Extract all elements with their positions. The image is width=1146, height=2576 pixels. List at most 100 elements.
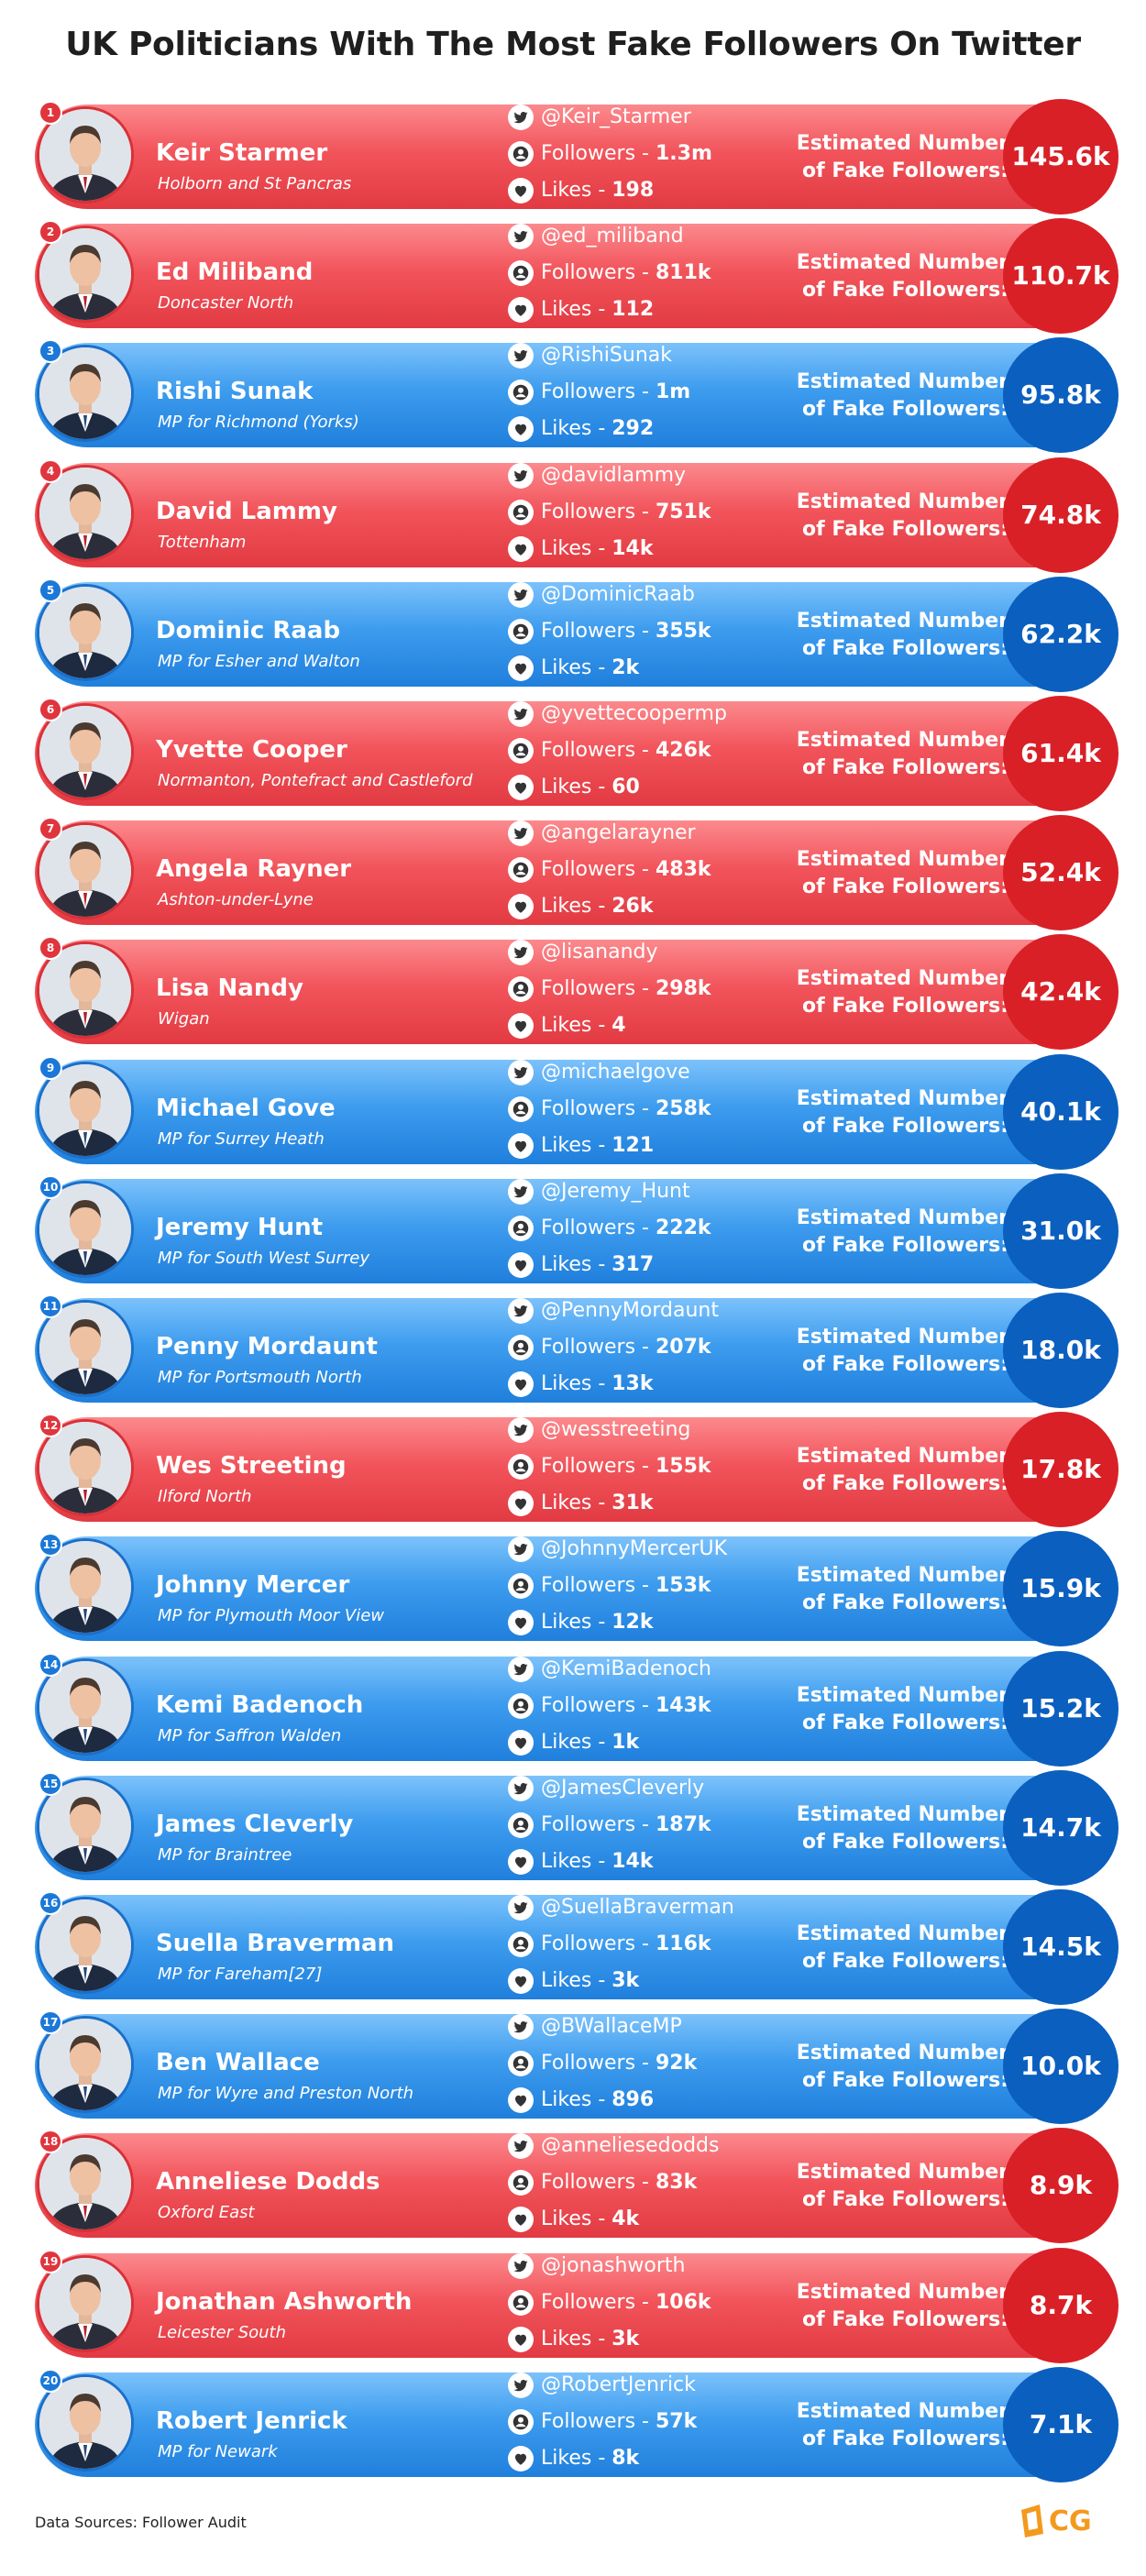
- likes-value: 14k: [612, 1849, 654, 1873]
- rank-badge: 7: [39, 817, 62, 842]
- twitter-handle-stat: @michaelgove: [508, 1058, 690, 1087]
- followers-stat: Followers - 355k: [508, 617, 711, 646]
- twitter-handle: @angelarayner: [541, 821, 696, 845]
- politician-name: Lisa Nandy: [156, 974, 303, 1003]
- politician-name: Suella Braverman: [156, 1930, 395, 1957]
- followers-value: 751k: [655, 500, 711, 523]
- portrait-avatar: [37, 1657, 134, 1756]
- user-icon: [508, 2170, 534, 2196]
- page-title: UK Politicians With The Most Fake Follow…: [65, 26, 1081, 63]
- followers-value: 143k: [655, 1693, 711, 1717]
- fake-followers-label: Estimated Number of Fake Followers:: [752, 608, 1008, 663]
- rank-badge: 2: [39, 220, 62, 245]
- politician-name: Rishi Sunak: [156, 378, 314, 406]
- twitter-handle-stat: @wesstreeting: [508, 1415, 690, 1445]
- likes-value: 3k: [612, 2327, 640, 2350]
- politician-name: Yvette Cooper: [156, 736, 347, 764]
- followers-stat: Followers - 811k: [508, 259, 711, 288]
- twitter-handle: @ed_miliband: [541, 225, 684, 248]
- heart-icon: [508, 2207, 534, 2233]
- fake-followers-value: 7.1k: [1003, 2366, 1118, 2482]
- heart-icon: [508, 1371, 534, 1397]
- politician-name: Angela Rayner: [156, 855, 352, 884]
- twitter-handle: @anneliesedodds: [541, 2134, 720, 2158]
- row-bar: [35, 224, 1089, 329]
- likes-stat: Likes - 3k: [508, 1966, 639, 1996]
- rank-badge: 14: [39, 1652, 62, 1677]
- constituency: MP for South West Surrey: [158, 1248, 370, 1268]
- constituency: Wigan: [158, 1009, 210, 1029]
- twitter-handle-stat: @JohnnyMercerUK: [508, 1535, 727, 1564]
- twitter-handle-stat: @Jeremy_Hunt: [508, 1177, 690, 1206]
- fake-label-line1: Estimated Number: [796, 2161, 1008, 2185]
- followers-label: Followers -: [541, 142, 656, 165]
- politician-row: 9 Michael Gove MP for Surrey Heath @michael…: [35, 1053, 1118, 1170]
- politician-name: Jonathan Ashworth: [156, 2287, 413, 2316]
- fake-followers-label: Estimated Number of Fake Followers:: [752, 249, 1008, 304]
- constituency: MP for Richmond (Yorks): [158, 413, 359, 433]
- likes-stat: Likes - 26k: [508, 892, 654, 921]
- constituency: Holborn and St Pancras: [158, 174, 352, 193]
- fake-followers-value: 42.4k: [1003, 934, 1118, 1051]
- twitter-handle: @DominicRaab: [541, 582, 695, 606]
- portrait-avatar: [37, 2016, 134, 2114]
- twitter-icon: [508, 940, 534, 966]
- constituency: Doncaster North: [158, 293, 294, 314]
- followers-value: 298k: [655, 977, 711, 1001]
- twitter-handle-stat: @SuellaBraverman: [508, 1893, 734, 1922]
- rank-badge: 15: [39, 1771, 62, 1796]
- politician-name: David Lammy: [156, 497, 337, 525]
- heart-icon: [508, 297, 534, 324]
- followers-value: 155k: [655, 1455, 711, 1479]
- user-icon: [508, 2408, 534, 2435]
- portrait-avatar: [37, 1419, 134, 1517]
- twitter-handle: @RishiSunak: [541, 344, 672, 368]
- politician-row: 15 James Cleverly MP for Braintree @JamesCl…: [35, 1769, 1118, 1886]
- twitter-icon: [508, 105, 534, 130]
- user-icon: [508, 857, 534, 884]
- followers-label: Followers -: [541, 2290, 656, 2314]
- likes-value: 1k: [612, 1730, 640, 1754]
- followers-stat: Followers - 57k: [508, 2407, 697, 2437]
- fake-followers-label: Estimated Number of Fake Followers:: [752, 1443, 1008, 1498]
- twitter-handle-stat: @davidlammy: [508, 461, 686, 490]
- row-bar: [35, 2252, 1089, 2358]
- twitter-handle-stat: @PennyMordaunt: [508, 1296, 719, 1326]
- fake-label-line1: Estimated Number: [796, 1445, 1008, 1469]
- politician-row: 20 Robert Jenrick MP for Newark @RobertJenr…: [35, 2366, 1118, 2482]
- row-bar: [35, 1895, 1089, 1999]
- twitter-icon: [508, 462, 534, 489]
- twitter-icon: [508, 581, 534, 608]
- likes-value: 112: [612, 298, 655, 322]
- likes-label: Likes -: [541, 1014, 612, 1038]
- fake-label-line1: Estimated Number: [796, 609, 1008, 633]
- twitter-icon: [508, 1775, 534, 1801]
- twitter-icon: [508, 820, 534, 847]
- likes-value: 292: [612, 417, 655, 441]
- likes-value: 3k: [612, 1969, 640, 1992]
- followers-label: Followers -: [541, 1812, 656, 1836]
- likes-label: Likes -: [541, 1969, 612, 1992]
- portrait-avatar: [37, 345, 134, 443]
- heart-icon: [508, 2087, 534, 2114]
- twitter-handle: @JohnnyMercerUK: [541, 1537, 728, 1561]
- user-icon: [508, 1811, 534, 1838]
- fake-label-line1: Estimated Number: [796, 848, 1008, 872]
- likes-value: 198: [612, 179, 655, 202]
- row-bar: [35, 581, 1089, 687]
- twitter-handle-stat: @anneliesedodds: [508, 2131, 719, 2161]
- user-icon: [508, 618, 534, 644]
- politician-row: 1 Keir Starmer Holborn and St Pancras @Keir…: [35, 99, 1118, 215]
- row-bar: [35, 2372, 1089, 2477]
- likes-stat: Likes - 31k: [508, 1489, 654, 1518]
- politician-row: 10 Jeremy Hunt MP for South West Surrey @Je…: [35, 1172, 1118, 1289]
- twitter-handle: @wesstreeting: [541, 1418, 691, 1442]
- followers-value: 187k: [655, 1812, 711, 1836]
- twitter-icon: [508, 2014, 534, 2041]
- followers-value: 355k: [655, 619, 711, 643]
- followers-value: 1m: [655, 380, 691, 404]
- politician-row: 12 Wes Streeting Ilford North @wesstreeting…: [35, 1412, 1118, 1528]
- constituency: MP for Braintree: [158, 1844, 292, 1865]
- followers-label: Followers -: [541, 858, 656, 882]
- row-bar: [35, 1059, 1089, 1164]
